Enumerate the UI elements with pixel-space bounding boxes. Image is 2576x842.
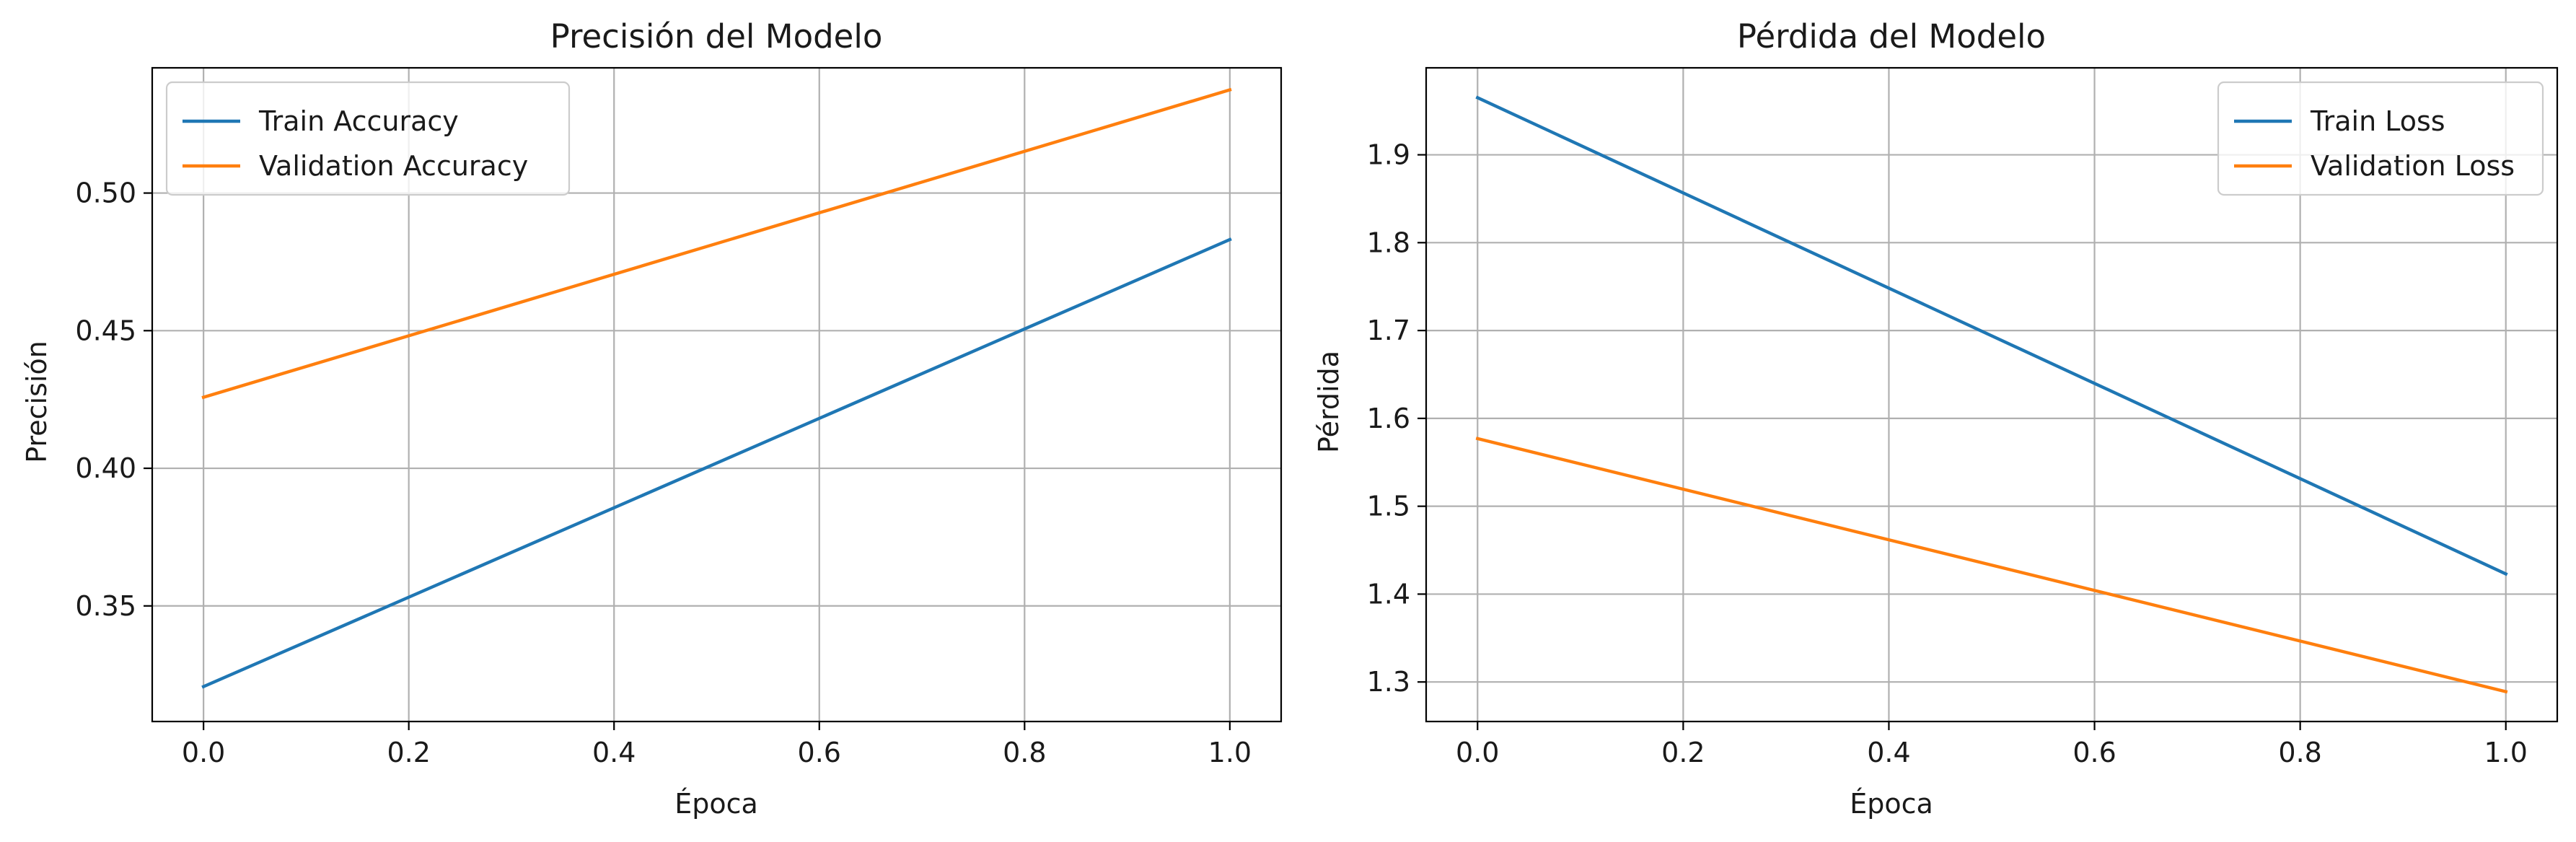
x-tick-label: 1.0	[1208, 737, 1252, 768]
series-line-1	[201, 87, 1232, 400]
y-tick-label: 0.45	[75, 315, 136, 346]
y-tick-label: 1.3	[1367, 666, 1410, 698]
y-tick-label: 0.40	[75, 452, 136, 484]
x-axis-label: Época	[674, 788, 758, 820]
legend-label-1: Validation Loss	[2311, 150, 2515, 182]
loss-chart: Pérdida del Modelo Época Pérdida 0.0 0.2 0…	[1313, 17, 2559, 820]
y-axis-label: Pérdida	[1313, 351, 1345, 453]
legend-frame	[2217, 81, 2544, 196]
chart-title: Precisión del Modelo	[550, 17, 883, 56]
x-tick-label: 1.0	[2484, 737, 2528, 768]
x-tick-label: 0.0	[182, 737, 225, 768]
series-line-1	[1475, 437, 2508, 694]
legend-label-0: Train Loss	[2310, 105, 2445, 137]
y-tick-label: 1.5	[1367, 491, 1410, 522]
plot-frame	[1425, 66, 2559, 723]
x-tick-label: 0.4	[592, 737, 636, 768]
y-axis-label: Precisión	[21, 341, 53, 463]
y-tick-label: 1.8	[1367, 227, 1410, 258]
y-tick-label: 0.50	[75, 177, 136, 209]
x-tick-label: 0.6	[798, 737, 841, 768]
x-tick-label: 0.4	[1867, 737, 1910, 768]
x-axis-label: Época	[1850, 788, 1933, 820]
x-tick-label: 0.2	[1661, 737, 1705, 768]
x-tick-label: 0.6	[2072, 737, 2116, 768]
x-tick-label: 0.8	[1003, 737, 1046, 768]
plot-frame	[151, 66, 1283, 723]
accuracy-chart: Precisión del Modelo Época Precisión 0.0…	[21, 17, 1283, 820]
y-tick-label: 1.7	[1367, 315, 1410, 346]
legend-frame	[165, 81, 571, 196]
x-tick-label: 0.8	[2278, 737, 2321, 768]
y-tick-label: 1.6	[1367, 403, 1410, 434]
legend-label-1: Validation Accuracy	[259, 150, 528, 182]
chart-title: Pérdida del Modelo	[1737, 17, 2046, 56]
x-tick-label: 0.0	[1456, 737, 1499, 768]
series-line-0	[1475, 95, 2508, 576]
legend: Train Accuracy Validation Accuracy	[165, 81, 571, 196]
x-tick-label: 0.2	[387, 737, 430, 768]
y-tick-label: 1.9	[1367, 139, 1410, 171]
y-tick-label: 0.35	[75, 590, 136, 622]
series-line-0	[201, 237, 1232, 689]
legend-label-0: Train Accuracy	[258, 105, 459, 137]
legend: Train Loss Validation Loss	[2217, 81, 2544, 196]
y-tick-label: 1.4	[1367, 578, 1410, 610]
